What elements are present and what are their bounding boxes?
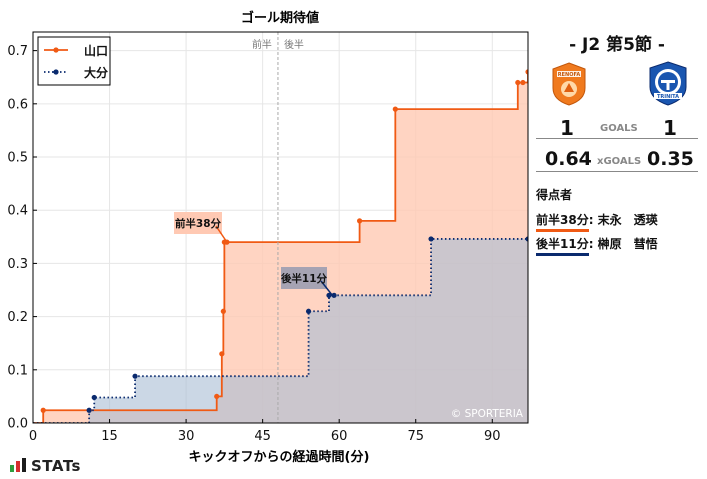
x-axis-label: キックオフからの経過時間(分) (189, 449, 370, 465)
home-team-crest-icon: RENOFA (552, 62, 586, 106)
chart-title: ゴール期待値 (241, 10, 319, 26)
x-tick-label-6: 90 (484, 429, 501, 444)
x-tick-label-1: 15 (101, 429, 118, 444)
legend-label-0: 山口 (84, 43, 108, 58)
brand-label: STATs (31, 457, 81, 475)
scorer-home-time: 前半38分 (536, 211, 589, 232)
scorer-away-time: 後半11分 (536, 235, 589, 256)
x-tick-label-3: 45 (254, 429, 271, 444)
watermark: © SPORTERIA (451, 408, 524, 420)
x-tick-label-4: 60 (331, 429, 348, 444)
divider-2 (536, 171, 698, 172)
legend-box (37, 36, 111, 86)
y-tick-label-4: 0.4 (7, 204, 28, 219)
series-point-0-10 (520, 79, 526, 86)
match-title: - J2 第5節 - (569, 35, 665, 55)
y-tick-label-1: 0.1 (7, 363, 28, 378)
home-crest-text: RENOFA (558, 72, 581, 78)
series-point-1-1 (86, 407, 92, 413)
series-point-1-3 (132, 373, 138, 379)
series-point-0-1 (40, 407, 46, 413)
series-point-1-2 (91, 394, 97, 401)
legend-marker-1 (53, 69, 59, 75)
x-tick-label-0: 0 (29, 429, 37, 444)
away-team-crest-icon: TRINITA (649, 61, 687, 106)
legend-marker-0 (53, 47, 59, 53)
annotation-box-1 (281, 267, 327, 289)
annotation-label-1: 後半11分 (280, 272, 328, 285)
series-point-1-5 (326, 292, 332, 298)
series-point-1-4 (305, 308, 312, 314)
annotation-box-0 (174, 212, 222, 234)
y-tick-label-5: 0.5 (7, 151, 28, 166)
home-xg: 0.64 (545, 148, 592, 170)
legend-label-1: 大分 (84, 65, 108, 80)
first-half-label: 前半 (252, 38, 272, 51)
second-half-label: 後半 (284, 38, 304, 51)
series-fill-1 (33, 238, 528, 423)
away-goals: 1 (663, 116, 677, 140)
away-crest-text: TRINITA (657, 94, 679, 100)
away-xg: 0.35 (647, 148, 694, 170)
series-line-1 (33, 238, 528, 423)
goals-label: GOALS (600, 123, 638, 134)
scorer-away-name: : 榊原 彗悟 (588, 237, 658, 251)
scorer-away: 後半11分: 榊原 彗悟 (536, 235, 658, 256)
series-point-1-8 (525, 236, 528, 242)
series-point-0-11 (525, 69, 528, 75)
y-tick-label-0: 0.0 (7, 417, 28, 432)
y-tick-label-3: 0.3 (7, 257, 28, 272)
y-tick-label-2: 0.2 (7, 310, 28, 325)
xg-label: xGOALS (597, 156, 642, 167)
scorers-title: 得点者 (536, 188, 573, 202)
series-point-0-3 (219, 351, 225, 357)
annotation-label-0: 前半38分 (175, 217, 222, 230)
plot-frame (32, 31, 529, 424)
plot-area (33, 69, 528, 423)
divider-1 (536, 138, 698, 139)
series-point-1-7 (428, 236, 434, 242)
series-point-0-4 (220, 308, 226, 314)
series-point-0-8 (392, 106, 398, 112)
stats-bars-icon (10, 458, 26, 472)
scorer-home-name: : 末永 透瑛 (588, 213, 658, 227)
series-point-0-7 (356, 218, 363, 224)
annotation-arrow-0 (215, 225, 228, 243)
scorer-home: 前半38分: 末永 透瑛 (536, 211, 658, 232)
brand-logo: STATs (10, 457, 81, 475)
x-tick-label-2: 30 (178, 429, 195, 444)
x-tick-label-5: 75 (407, 429, 424, 444)
y-tick-label-7: 0.7 (7, 44, 28, 59)
series-point-0-9 (515, 79, 521, 86)
series-point-0-2 (214, 393, 220, 400)
annotation-arrow-1 (320, 280, 335, 298)
y-tick-label-6: 0.6 (7, 97, 28, 112)
home-goals: 1 (560, 116, 574, 140)
